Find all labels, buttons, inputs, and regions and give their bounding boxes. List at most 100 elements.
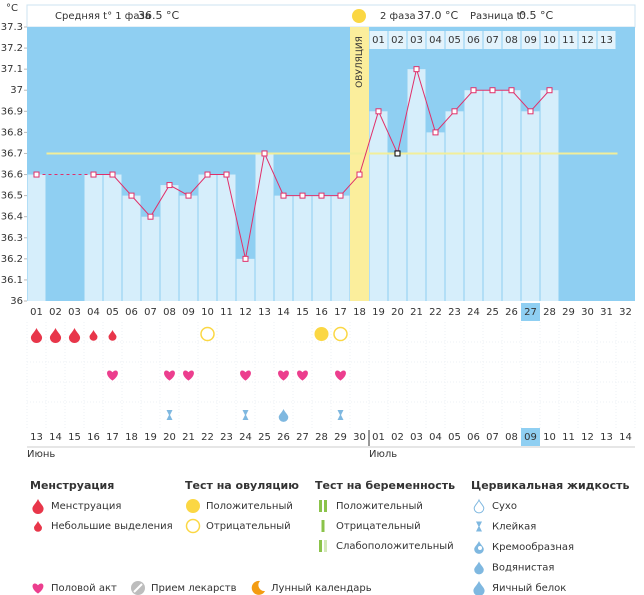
y-tick-label: 36.2 [1,254,23,265]
menstruation-light-part [108,330,117,341]
intercourse [107,370,118,381]
legend-icon [319,500,327,512]
temperature-point [432,129,439,136]
date-label: 20 [163,432,176,443]
phase2-day: 05 [448,35,461,46]
temperature-bar [312,195,331,301]
phase2-value: 37.0 °C [417,9,458,22]
legend-icon-part [473,498,485,514]
day-number: 32 [619,307,632,318]
phase2-day: 12 [581,35,594,46]
day-number: 22 [429,307,442,318]
month-label: Июнь [27,449,55,460]
date-label: 02 [391,432,404,443]
phase2-day-cell [559,31,578,49]
date-label: 13 [30,432,43,443]
day-number: 05 [106,307,119,318]
legend-icon-part [324,540,327,552]
legend-label: Яичный белок [492,583,566,594]
day-number: 07 [144,307,157,318]
date-label: 15 [68,432,81,443]
legend-label: Половой акт [51,583,117,594]
legend-icon-part [32,499,44,515]
temperature-bar [84,174,103,301]
y-tick-label: 36.3 [1,233,23,244]
legend-icon-part [324,500,327,512]
intercourse-part [183,370,194,381]
day-number: 10 [201,307,214,318]
y-tick-label: 36.9 [1,106,23,117]
intercourse [164,370,175,381]
day-number: 21 [410,307,423,318]
date-label: 25 [258,432,271,443]
date-label: 18 [125,432,138,443]
day-number: 26 [505,307,518,318]
temperature-bar [255,153,274,301]
temperature-point [527,108,534,115]
cervical-sticky-part [337,410,344,420]
menstruation-light [108,330,117,341]
intercourse-part [278,370,289,381]
legend-icon [474,561,484,575]
legend-title: Тест на овуляцию [185,479,299,492]
phase1-value: 36.5 °C [138,9,179,22]
date-label: 19 [144,432,157,443]
temperature-point [394,150,401,157]
legend-icon-part [251,580,265,595]
legend-icon [251,580,265,595]
cervical-sticky-part [242,410,249,420]
day-number: 24 [467,307,480,318]
temperature-bar [141,216,160,301]
legend-icon-part [321,520,325,532]
day-number: 02 [49,307,62,318]
legend-icon [185,518,201,534]
ovulation-test-negative-part [200,326,215,342]
temperature-point [375,108,382,115]
phase2-label: 2 фаза [380,11,416,22]
phase2-day: 06 [467,35,480,46]
date-label: 12 [581,432,594,443]
phase2-day-cell [388,31,407,49]
legend-icon-part [478,546,482,550]
temperature-point [185,192,192,199]
y-tick-label: 36 [10,296,23,307]
legend-title: Тест на беременность [315,479,455,492]
intercourse-part [164,370,175,381]
phase2-day-cell [426,31,445,49]
ovulation-test-negative [333,326,348,342]
cervical-watery [278,409,289,422]
cervical-watery-part [278,409,289,422]
ovulation-test-positive [314,327,329,341]
temperature-bar [464,90,483,301]
legend-icon-part [476,521,482,532]
date-label: 27 [296,432,309,443]
ovulation-icon [352,9,366,23]
date-label: 28 [315,432,328,443]
ovulation-test-negative [200,326,215,342]
phase2-day: 11 [562,35,575,46]
temperature-bar [426,132,445,301]
temperature-point [280,192,287,199]
date-label: 01 [372,432,385,443]
temperature-point [242,255,249,262]
legend-icon-part [34,521,42,532]
menstruation-heavy-part [49,328,62,344]
day-number: 31 [600,307,613,318]
legend-icon [321,520,325,532]
y-tick-label: 36.7 [1,148,23,159]
phase2-day: 01 [372,35,385,46]
day-number: 08 [163,307,176,318]
date-label: 22 [201,432,214,443]
date-label: 03 [410,432,423,443]
date-label: 10 [543,432,556,443]
temperature-bar [331,195,350,301]
day-number: 06 [125,307,138,318]
phase2-day-cell [540,31,559,49]
legend-label: Небольшие выделения [51,521,173,532]
intercourse [240,370,251,381]
temperature-point [223,171,230,178]
temperature-point [90,171,97,178]
legend-icon [474,541,484,554]
day-number: 17 [334,307,347,318]
temperature-bar [521,111,540,301]
